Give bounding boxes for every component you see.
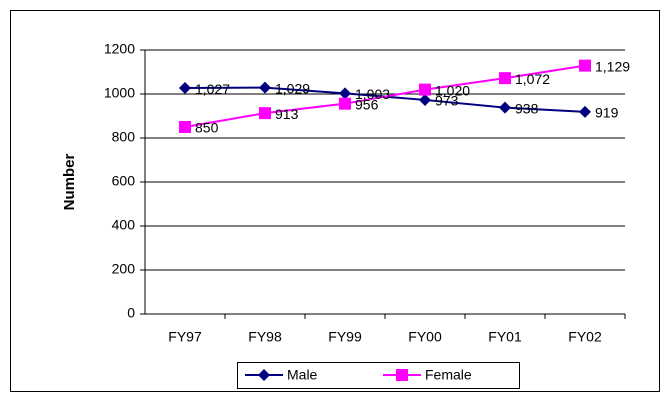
legend-marker	[396, 369, 408, 381]
y-tick-label: 200	[112, 261, 136, 277]
data-point	[579, 59, 591, 72]
x-tick-label: FY01	[488, 329, 522, 345]
data-point	[499, 72, 511, 85]
data-point	[179, 82, 191, 95]
y-tick-label: 600	[112, 173, 136, 189]
data-point	[499, 101, 511, 114]
y-tick-label: 1000	[104, 85, 135, 101]
data-label: 1,027	[195, 81, 230, 97]
data-label: 973	[435, 93, 459, 109]
data-point	[179, 121, 191, 133]
data-point	[259, 107, 271, 120]
x-tick-label: FY99	[328, 329, 362, 345]
x-tick-label: FY02	[568, 329, 602, 345]
data-label: 913	[275, 106, 299, 122]
y-tick-label: 400	[112, 217, 136, 233]
legend-label: Female	[425, 367, 472, 383]
data-label: 1,029	[275, 80, 310, 96]
data-point	[259, 81, 271, 94]
y-tick-label: 800	[112, 129, 136, 145]
data-point	[339, 97, 351, 110]
data-label: 938	[515, 100, 539, 116]
data-label: 1,072	[515, 71, 550, 87]
legend-marker	[258, 369, 270, 381]
data-point	[339, 87, 351, 100]
data-label: 1,003	[355, 86, 390, 102]
series-line	[184, 64, 586, 128]
data-label: 1,129	[595, 58, 630, 74]
y-axis-label: Number	[61, 154, 78, 211]
legend-box	[237, 362, 520, 389]
y-tick-label: 1200	[104, 41, 135, 57]
chart-border	[10, 10, 660, 392]
data-point	[419, 93, 431, 106]
data-label: 850	[195, 120, 219, 136]
legend-label: Male	[287, 367, 318, 383]
data-label: 956	[355, 96, 379, 112]
data-label: 1,020	[435, 82, 470, 98]
data-label: 919	[595, 105, 619, 121]
x-tick-label: FY00	[408, 329, 442, 345]
x-tick-label: FY98	[248, 329, 282, 345]
x-tick-label: FY97	[168, 329, 202, 345]
data-point	[579, 105, 591, 118]
y-tick-label: 0	[127, 305, 135, 321]
data-point	[419, 83, 431, 96]
